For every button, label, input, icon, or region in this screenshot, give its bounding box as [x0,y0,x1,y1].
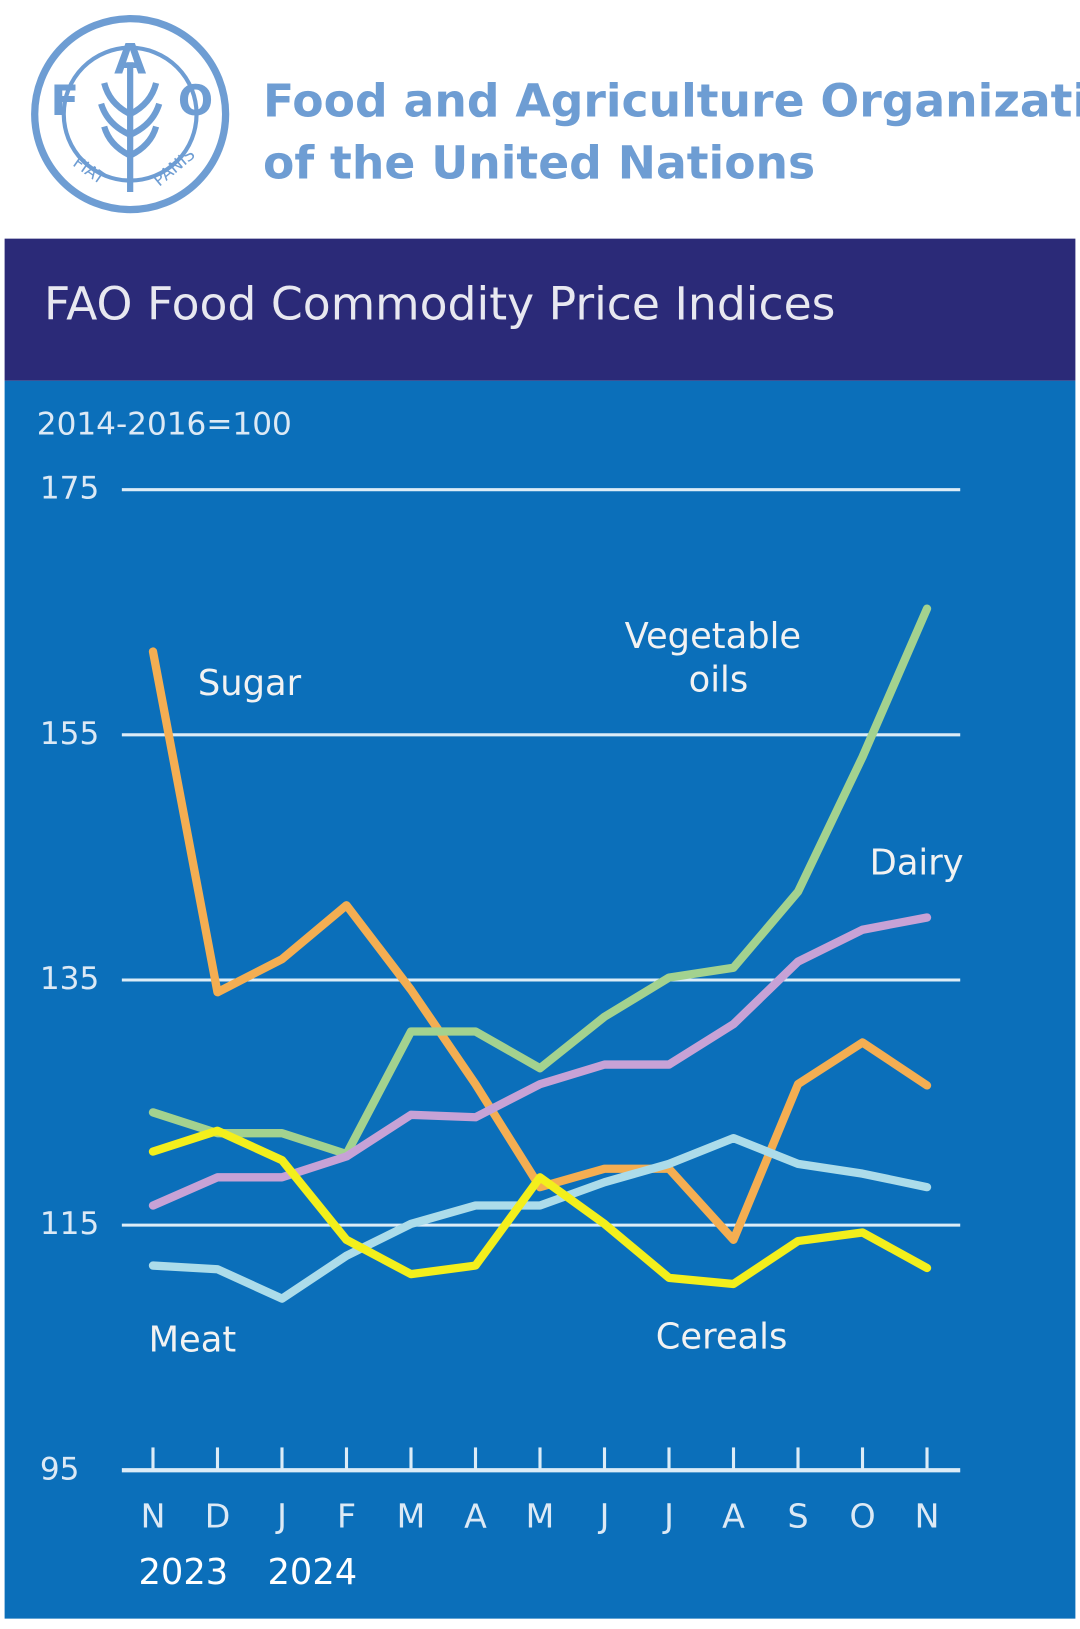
y-axis-label: 2014-2016=100 [37,406,292,442]
x-tick-label: J [598,1496,610,1535]
series-line [148,647,932,1244]
y-tick-label: 175 [40,471,99,507]
plot-background [4,380,1076,1619]
x-tick-label: M [526,1496,555,1535]
chart-title: FAO Food Commodity Price Indices [44,278,835,331]
series-label: Dairy [870,842,964,883]
series-label: Meat [149,1320,237,1361]
logo-letter: A [114,34,146,83]
y-tick-label: 115 [40,1206,99,1242]
logo-wheat [98,62,163,192]
series-line [148,604,932,1159]
series-label: Sugar [198,663,302,704]
x-tick-label: A [722,1496,745,1535]
x-year-label: 2024 [267,1552,357,1593]
x-tick-label: J [275,1496,287,1535]
series-line [148,913,932,1210]
title-band [4,238,1076,381]
x-tick-label: J [662,1496,674,1535]
x-tick-label: A [464,1496,487,1535]
org-name: Food and Agriculture Organization [263,74,1080,127]
y-tick-label: 155 [40,716,99,752]
logo-ring [31,15,230,214]
x-tick-label: D [205,1496,231,1535]
series-label: Cereals [656,1316,788,1357]
series-label: Vegetable oils [625,616,813,701]
series-line [148,1133,932,1303]
x-tick-label: N [141,1496,166,1535]
series-line [148,1126,932,1289]
fao-logo [31,15,230,214]
x-year-label: 2023 [138,1552,228,1593]
logo-letter: O [178,76,213,125]
x-tick-label: F [337,1496,356,1535]
x-tick-label: O [849,1496,875,1535]
x-tick-label: S [787,1496,808,1535]
y-tick-label: 135 [40,961,99,997]
org-name: of the United Nations [263,137,815,190]
logo-letter: F [51,76,79,125]
y-tick-label: 95 [40,1451,80,1487]
x-tick-label: M [397,1496,426,1535]
x-tick-label: N [915,1496,940,1535]
